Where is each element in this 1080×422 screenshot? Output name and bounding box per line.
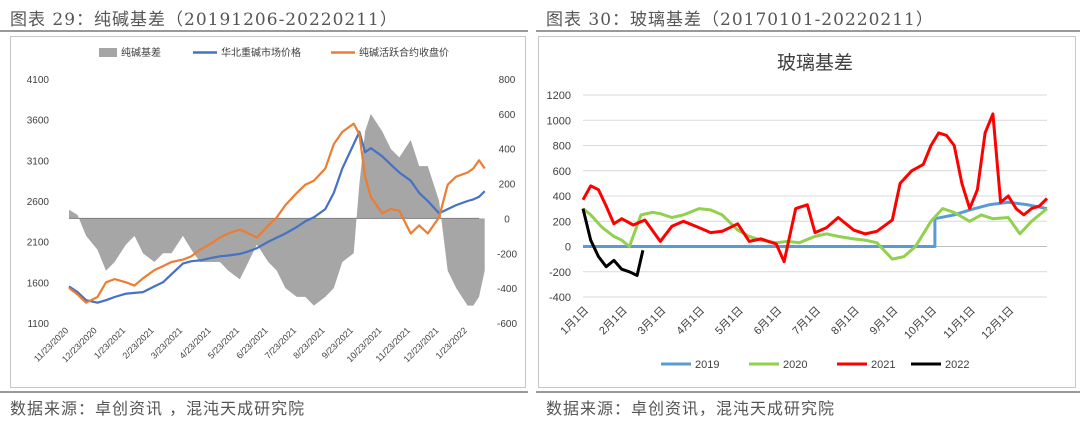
x-tick-label: 8月1日 — [829, 305, 862, 338]
series-2022-line — [581, 208, 645, 277]
x-tick-label: 4月1日 — [674, 305, 707, 338]
soda-ash-basis-chart: 1100 1600 2100 2600 3100 3600 4100 -600 -400 -200… — [27, 46, 518, 364]
left-y-tick-label: 2600 — [27, 197, 50, 208]
right-y-tick-label: -400 — [497, 284, 517, 295]
figure-29-header: 图表 29：纯碱基差（20191206-20220211） — [10, 10, 398, 30]
y-tick-label: 0 — [565, 242, 571, 254]
figure-30-header: 图表 30：玻璃基差（20170101-20220211） — [546, 10, 934, 30]
left-y-tick-label: 3100 — [27, 156, 50, 167]
legend-label: 纯碱基差 — [121, 46, 161, 59]
y-tick-label: 800 — [553, 141, 571, 153]
right-y-tick-label: 600 — [499, 110, 516, 121]
legend-label: 2022 — [945, 359, 969, 371]
left-y-tick-label: 1100 — [27, 319, 49, 330]
figure-30-footer-rule — [536, 391, 1080, 393]
x-tick-label: 9月1日 — [868, 305, 901, 338]
x-tick-label: 1/23/2022 — [434, 325, 469, 360]
y-tick-label: -400 — [549, 292, 571, 304]
y-tick-label: 400 — [553, 191, 571, 203]
legend-label: 2021 — [871, 359, 895, 371]
series-2021-line — [581, 112, 1049, 264]
soda-ash-chart-frame: 1100 1600 2100 2600 3100 3600 4100 -600 -400 -200… — [10, 36, 526, 388]
x-tick-label: 10月1日 — [902, 305, 939, 342]
figure-29-footer-rule — [0, 391, 528, 393]
figure-30-header-rule — [536, 30, 1080, 32]
futures-price-line — [68, 122, 486, 304]
legend-label: 2019 — [695, 359, 719, 371]
figure-29-header-rule — [0, 30, 528, 32]
left-y-tick-label: 2100 — [27, 238, 50, 249]
legend-label: 纯碱活跃合约收盘价 — [359, 46, 449, 59]
y-tick-label: 1000 — [547, 115, 571, 127]
series-2020-line — [582, 207, 1048, 261]
legend-label: 华北重碱市场价格 — [221, 46, 301, 59]
left-y-tick-label: 1600 — [27, 278, 50, 289]
legend-label: 2020 — [783, 359, 807, 371]
right-y-tick-label: 400 — [499, 145, 516, 156]
figure-30-source: 数据来源：卓创资讯，混沌天成研究院 — [546, 399, 836, 418]
figure-30: 图表 30：玻璃基差（20170101-20220211） 玻璃基差 -400 -2… — [536, 0, 1080, 422]
figure-29-source: 数据来源：卓创资讯 ，混沌天成研究院 — [10, 399, 306, 418]
right-y-tick-label: -200 — [497, 249, 517, 260]
right-y-tick-label: 200 — [499, 180, 516, 191]
basis-area-series — [69, 113, 485, 306]
y-tick-label: 1200 — [547, 90, 571, 102]
x-tick-label: 11月1日 — [941, 305, 977, 341]
glass-chart-frame: 玻璃基差 -400 -200 0 200 400 600 800 1000 1200 1月1日 2月1… — [538, 36, 1076, 388]
y-tick-label: -200 — [549, 267, 571, 279]
glass-basis-chart: 玻璃基差 -400 -200 0 200 400 600 800 1000 1200 1月1日 2月1… — [547, 52, 1049, 371]
x-tick-label: 7月1日 — [790, 305, 823, 338]
legend-swatch-basis — [99, 48, 117, 57]
x-tick-label: 3月1日 — [636, 305, 669, 338]
x-tick-label: 12月1日 — [979, 305, 1016, 342]
x-tick-label: 2月1日 — [597, 305, 630, 338]
x-tick-label: 1月1日 — [558, 305, 591, 338]
right-y-tick-label: 800 — [499, 75, 516, 86]
y-tick-label: 200 — [553, 216, 571, 228]
figure-29: 图表 29：纯碱基差（20191206-20220211） 1100 1600 21… — [0, 0, 528, 422]
right-y-tick-label: -600 — [497, 319, 517, 330]
y-tick-label: 600 — [553, 166, 571, 178]
right-y-tick-label: 0 — [504, 214, 510, 225]
left-y-tick-label: 4100 — [27, 75, 50, 86]
spot-price-line — [68, 130, 486, 304]
chart-title: 玻璃基差 — [777, 52, 853, 74]
left-y-tick-label: 3600 — [27, 116, 50, 127]
x-tick-label: 6月1日 — [752, 305, 785, 338]
x-tick-label: 5月1日 — [713, 305, 746, 338]
series-2019-line — [583, 200, 1048, 248]
